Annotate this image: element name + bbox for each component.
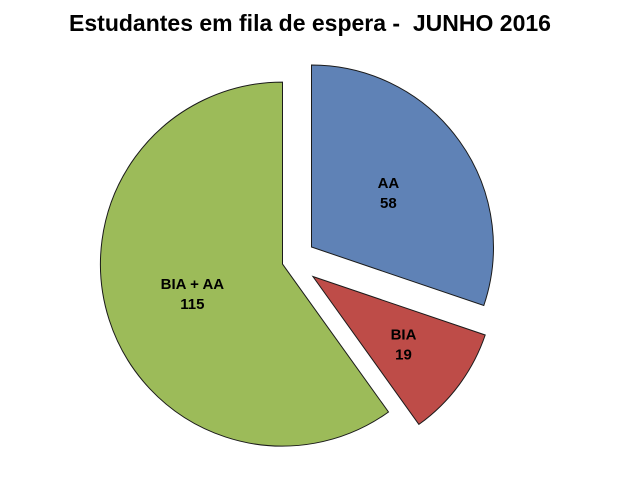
- slice-label-aa: AA: [378, 175, 400, 192]
- slice-value-aa: 58: [380, 195, 397, 212]
- slice-label-bia-aa: BIA + AA: [161, 276, 225, 293]
- chart-title: Estudantes em fila de espera - JUNHO 201…: [69, 10, 551, 36]
- pie-slice-aa: [311, 64, 494, 307]
- pie-slice-bia: [311, 275, 486, 426]
- slice-value-bia: 19: [395, 347, 412, 364]
- slice-value-bia-aa: 115: [180, 296, 204, 313]
- slice-label-bia: BIA: [391, 327, 417, 344]
- pie-slice-bia-aa: [100, 81, 390, 447]
